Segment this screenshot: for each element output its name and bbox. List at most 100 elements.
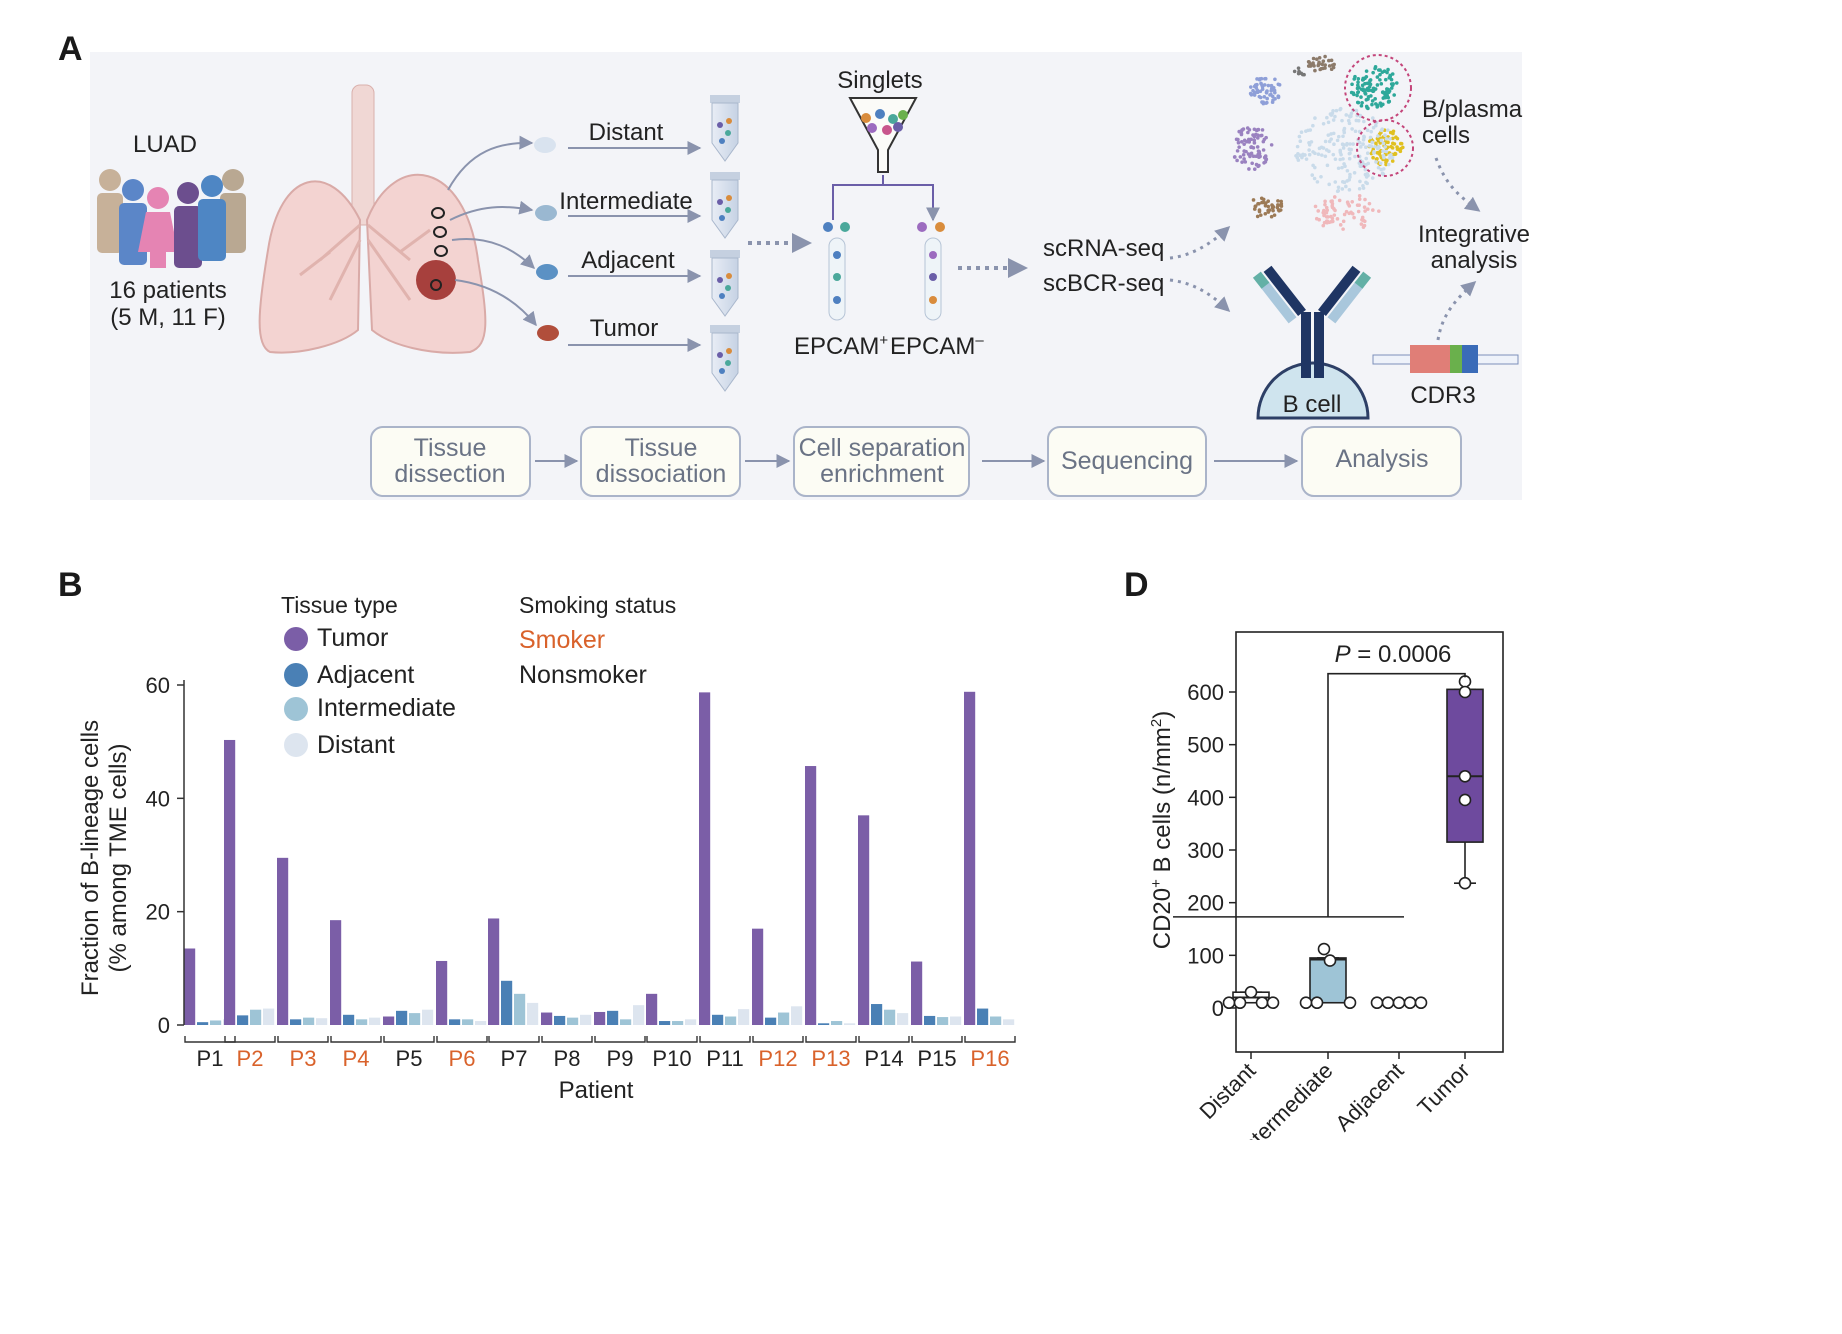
umap-point	[1327, 149, 1331, 154]
bar-p8-distant	[580, 1014, 592, 1025]
tissue-intermediate-icon	[535, 205, 557, 221]
bar-p4-distant	[369, 1017, 381, 1025]
umap-point	[1378, 161, 1383, 166]
umap-point	[1340, 118, 1344, 123]
umap-point	[1386, 140, 1390, 145]
umap-point	[1386, 162, 1391, 167]
umap-point	[1347, 188, 1352, 192]
umap-point	[1399, 141, 1404, 146]
box-tumor	[1446, 688, 1484, 843]
umap-point	[1377, 152, 1382, 156]
legend-title-tissue: Tissue type	[281, 592, 398, 618]
umap-point	[1310, 173, 1315, 177]
umap-point	[1330, 205, 1335, 210]
umap-point	[1317, 55, 1322, 60]
umap-point	[1323, 54, 1327, 59]
chart-d-x-label-distant: Distant	[1194, 1058, 1260, 1124]
cdr3-label: CDR3	[1410, 382, 1475, 409]
umap-point	[1390, 159, 1395, 163]
bar-p2-tumor	[224, 739, 236, 1025]
umap-point	[1368, 82, 1373, 87]
umap-point	[1359, 222, 1364, 226]
umap-point	[1325, 163, 1330, 168]
point-adjacent	[1370, 996, 1384, 1010]
point-distant	[1255, 996, 1269, 1010]
umap-point	[1315, 180, 1320, 184]
chart-b-y-tick-label: 40	[146, 786, 170, 811]
umap-point	[1371, 208, 1375, 212]
umap-point	[1257, 163, 1261, 168]
bar-p9-intermediate	[620, 1019, 632, 1025]
umap-point	[1354, 108, 1359, 113]
umap-point	[1333, 180, 1338, 184]
umap-point	[1350, 199, 1355, 204]
umap-point	[1257, 209, 1262, 214]
umap-point	[1328, 112, 1333, 116]
site-tumor-label: Tumor	[590, 315, 658, 342]
umap-point	[1381, 141, 1386, 146]
umap-point	[1265, 100, 1269, 105]
bar-p6-distant	[475, 1021, 487, 1025]
umap-point	[1313, 151, 1317, 156]
bar-p7-adjacent	[501, 980, 513, 1025]
bar-p12-tumor	[752, 928, 764, 1025]
umap-point	[1276, 82, 1281, 87]
umap-point	[1321, 122, 1326, 126]
umap-point	[1342, 130, 1347, 135]
umap-point	[1373, 144, 1377, 149]
umap-point	[1323, 63, 1327, 67]
umap-point	[1264, 157, 1269, 162]
umap-point	[1357, 186, 1362, 191]
patient-bracket	[383, 1036, 435, 1043]
umap-point	[1351, 142, 1355, 146]
patient-tick-label: P10	[652, 1046, 691, 1071]
umap-point	[1349, 111, 1354, 116]
umap-point	[1257, 155, 1261, 160]
umap-point	[1279, 204, 1284, 208]
umap-point	[1374, 141, 1378, 146]
umap-point	[1341, 227, 1345, 231]
umap-point	[1241, 153, 1246, 157]
umap-point	[1251, 154, 1256, 159]
workflow-step-1-line1: Tissue	[414, 434, 487, 462]
panel-b-bar-chart: P1 P2 P3 P4 P5 P6 P7 P8 P9 P10 P11 P12 P13 P14 P15 P16 0…	[77, 673, 1016, 1104]
umap-point	[1262, 94, 1267, 99]
patient-tick-label: P12	[758, 1046, 797, 1071]
workflow-step-5	[1301, 426, 1462, 497]
umap-point	[1242, 142, 1246, 146]
umap-point	[1356, 83, 1360, 88]
umap-point	[1247, 138, 1252, 143]
umap-point	[1248, 154, 1252, 159]
umap-point	[1241, 127, 1246, 131]
umap-point	[1348, 151, 1352, 156]
umap-point	[1366, 97, 1370, 101]
chart-d-ylabel: CD20+ B cells (n/mm2)	[1148, 711, 1176, 949]
umap-point	[1235, 158, 1239, 163]
umap-point	[1379, 138, 1384, 143]
umap-point	[1376, 134, 1380, 138]
umap-point	[1365, 181, 1369, 186]
umap-point	[1325, 115, 1329, 120]
umap-point	[1384, 90, 1389, 94]
bar-p14-distant	[897, 1013, 909, 1025]
umap-point	[1266, 208, 1270, 213]
patient-tick-label: P2	[237, 1046, 264, 1071]
umap-point	[1344, 143, 1349, 147]
cdr3-diagram	[1372, 345, 1519, 373]
umap-point	[1253, 91, 1257, 95]
bar-p14-adjacent	[871, 1004, 883, 1025]
umap-point	[1276, 208, 1281, 212]
bar-p13-intermediate	[831, 1021, 843, 1025]
patients-icon	[97, 169, 246, 268]
patient-tick-label: P15	[917, 1046, 956, 1071]
chart-d-y-tick-label: 100	[1187, 943, 1224, 968]
umap-point	[1362, 205, 1367, 210]
umap-point	[1373, 97, 1377, 101]
umap-point	[1327, 139, 1332, 144]
umap-point	[1262, 76, 1267, 81]
umap-point	[1329, 67, 1334, 72]
chart-d-x-label-tumor: Tumor	[1412, 1058, 1474, 1120]
umap-point	[1381, 149, 1385, 153]
umap-point	[1388, 153, 1392, 158]
bar-p16-tumor	[964, 691, 976, 1025]
